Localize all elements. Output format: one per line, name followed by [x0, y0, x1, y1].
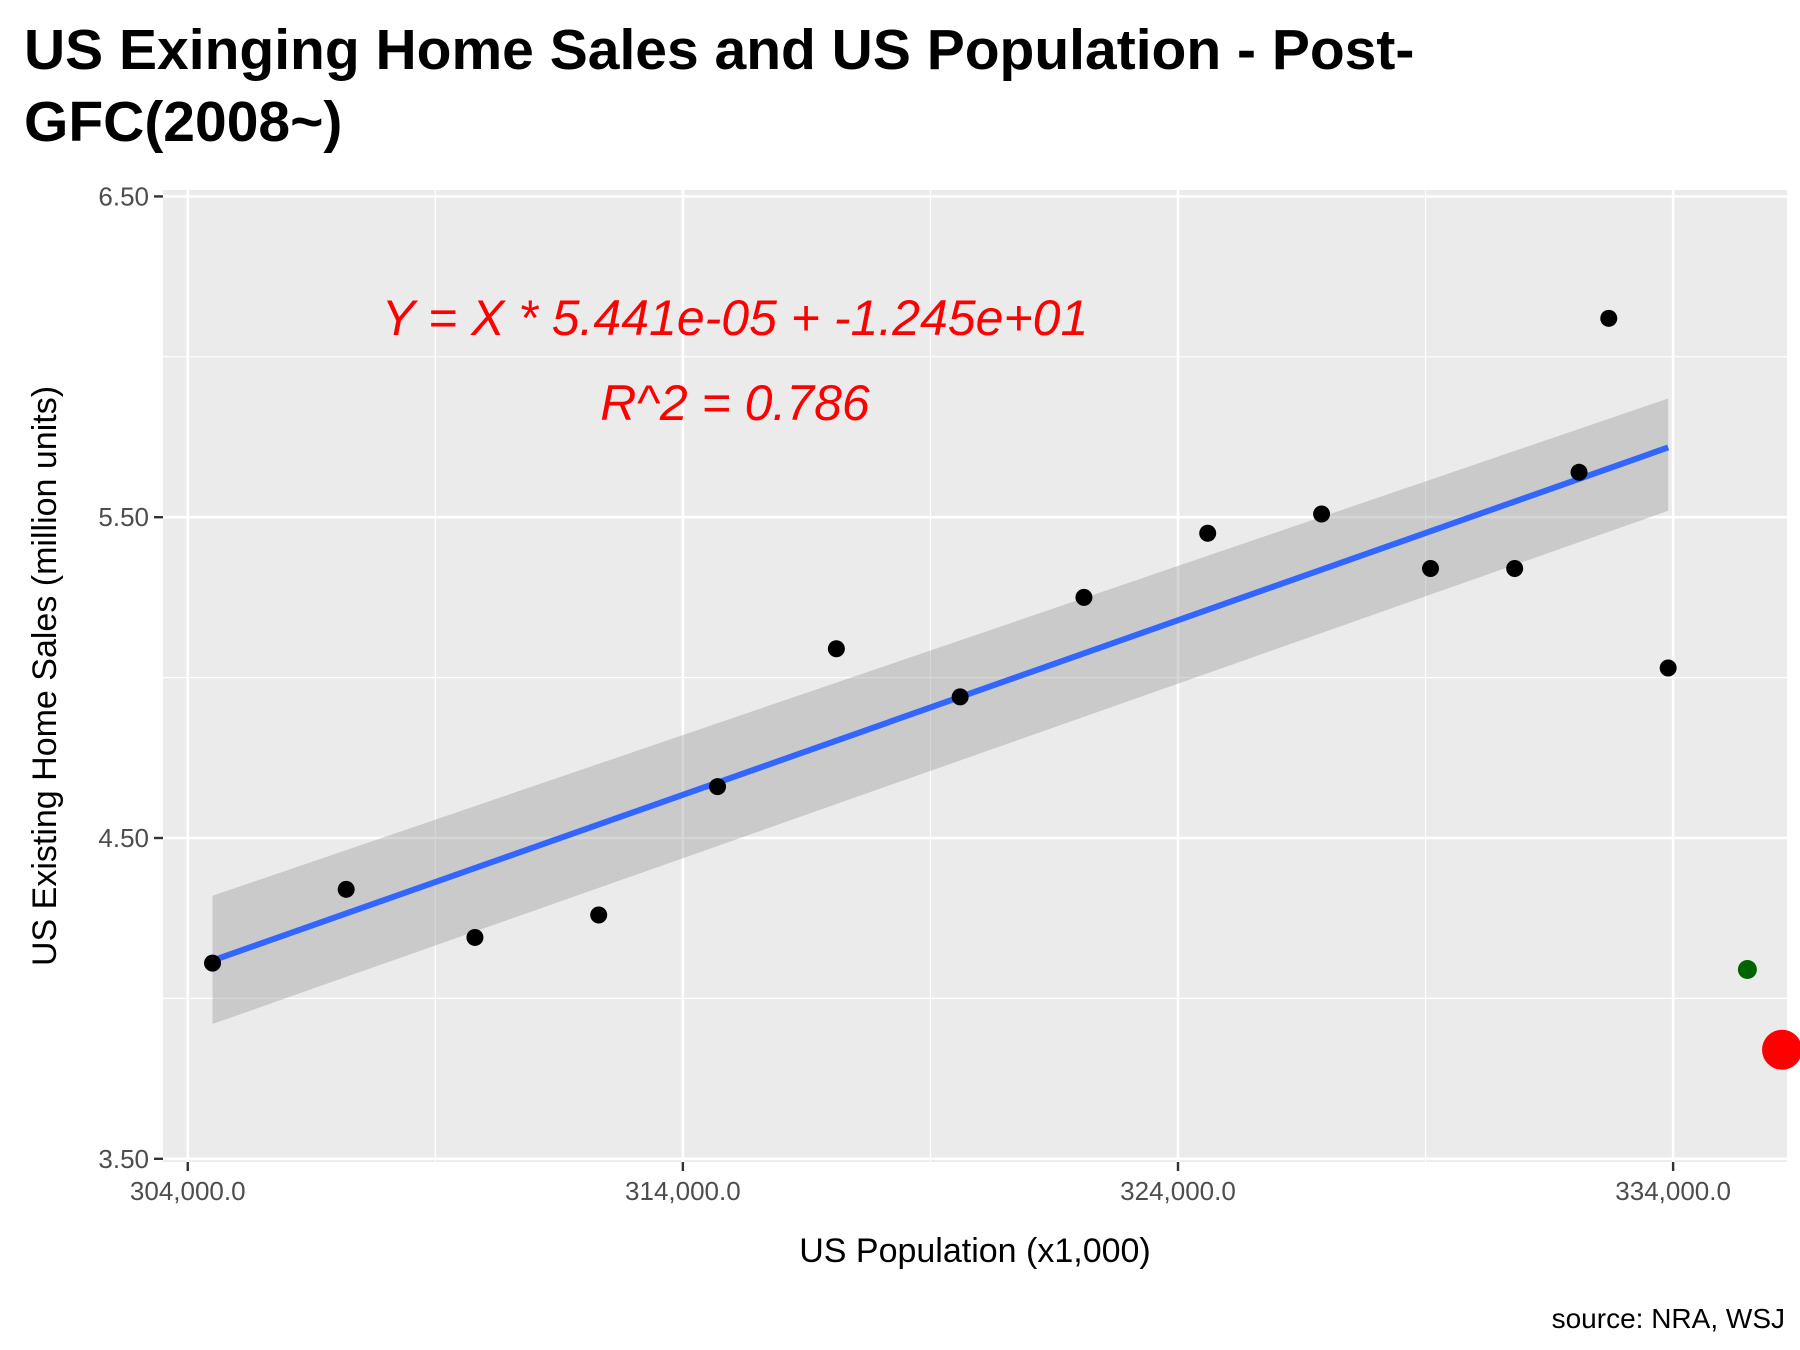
data-point: [709, 778, 727, 796]
data-point: [1570, 463, 1588, 481]
regression-line: [211, 444, 1670, 964]
regression-equation: Y = X * 5.441e-05 + -1.245e+01: [382, 290, 1089, 346]
minor-gridlines: [163, 190, 1787, 1162]
major-gridlines: [163, 190, 1787, 1162]
x-tick-label: 324,000.0: [1120, 1176, 1236, 1206]
data-point: [337, 880, 355, 898]
data-point: [1600, 309, 1618, 327]
data-point: [951, 688, 969, 706]
data-point: [1422, 560, 1440, 578]
data-point: [1506, 560, 1524, 578]
highlight-point: [1737, 960, 1757, 980]
x-tick-label: 314,000.0: [625, 1176, 741, 1206]
chart-title: US Exinging Home Sales and US Population…: [24, 18, 1415, 154]
y-tick-label: 3.50: [98, 1144, 149, 1174]
r-squared-label: R^2 = 0.786: [600, 375, 870, 431]
y-axis-ticks: 3.50 4.50 5.50 6.50: [98, 181, 163, 1174]
data-point: [1659, 659, 1677, 677]
x-axis-ticks: 304,000.0 314,000.0 324,000.0 334,000.0: [130, 1162, 1731, 1206]
data-point: [466, 928, 484, 946]
data-point: [1313, 505, 1331, 523]
x-axis-title: US Population (x1,000): [799, 1232, 1151, 1270]
y-tick-label: 5.50: [98, 502, 149, 532]
confidence-band: [212, 398, 1669, 1025]
data-point: [1075, 588, 1093, 606]
data-point: [590, 906, 608, 924]
highlight-points: [1737, 960, 1800, 1070]
x-tick-label: 334,000.0: [1615, 1176, 1731, 1206]
y-tick-label: 4.50: [98, 823, 149, 853]
source-caption: source: NRA, WSJ: [1552, 1303, 1785, 1334]
highlight-point: [1762, 1029, 1800, 1070]
data-points: [204, 309, 1677, 972]
y-tick-label: 6.50: [98, 181, 149, 211]
data-point: [1199, 524, 1217, 542]
y-axis-title: US Existing Home Sales (million units): [26, 386, 64, 966]
data-point: [827, 640, 845, 658]
data-point: [204, 954, 222, 972]
plot-panel: [163, 190, 1787, 1162]
x-tick-label: 304,000.0: [130, 1176, 246, 1206]
